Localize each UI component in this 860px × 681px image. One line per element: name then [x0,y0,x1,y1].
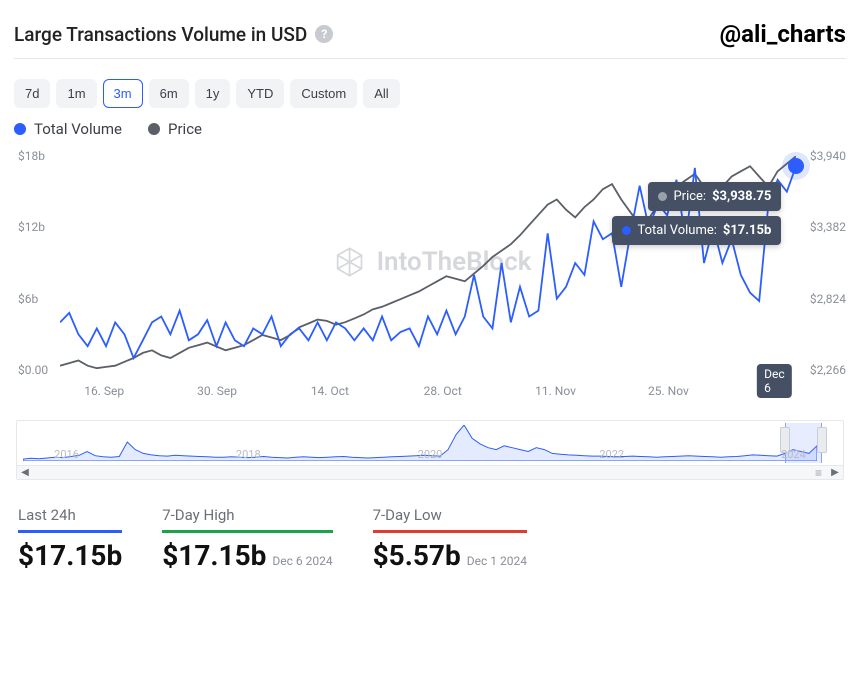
legend-label: Total Volume [34,120,122,138]
range-btn-1y[interactable]: 1y [195,79,231,108]
time-range-group: 7d1m3m6m1yYTDCustomAll [14,79,846,108]
range-btn-all[interactable]: All [363,79,399,108]
tooltip-dot-icon [622,226,631,235]
plot-area[interactable]: Price: $3,938.75 Total Volume: $17.15b [60,156,796,370]
range-btn-1m[interactable]: 1m [56,79,96,108]
tooltip-price-label: Price: [673,189,706,204]
y-tick: $3,382 [810,220,846,234]
mini-x-tick: 2018 [236,448,261,461]
author-handle: @ali_charts [720,20,846,48]
stat-value: $17.15b [18,539,122,572]
page-title: Large Transactions Volume in USD [14,23,307,46]
range-btn-custom[interactable]: Custom [290,79,357,108]
y-axis-left: $0.00$6b$12b$18b [18,156,58,370]
stat-date: Dec 6 2024 [272,554,332,568]
header: Large Transactions Volume in USD ? @ali_… [14,20,846,59]
stat-value: $17.15b [162,539,266,572]
range-btn-7d[interactable]: 7d [14,79,50,108]
mini-x-tick: 2020 [418,448,443,461]
scroll-grip-icon[interactable]: ≡ [815,466,823,480]
y-tick: $6b [18,292,38,306]
legend-label: Price [168,120,202,138]
stat-label: 7-Day High [162,506,332,533]
stat-label: 7-Day Low [373,506,527,533]
y-tick: $3,940 [810,149,846,163]
mini-timeline[interactable]: ◀ ≡ ▶ 2016 2018 2020 2022 2024 [16,420,844,480]
x-tick: 16. Sep [84,384,124,398]
stats-row: Last 24h $17.15b 7-Day High $17.15b Dec 6 20… [14,506,846,572]
x-axis: 16. Sep 30. Sep 14. Oct 28. Oct 11. Nov 25. N… [60,376,796,398]
tooltip-price: Price: $3,938.75 [648,182,781,211]
x-tick-current: Dec 6 [757,364,792,398]
y-tick: $18b [18,149,45,163]
legend: Total Volume Price [14,120,846,138]
legend-item[interactable]: Price [148,120,202,138]
range-btn-6m[interactable]: 6m [149,79,189,108]
mini-x-tick: 2024 [781,448,806,461]
mini-scrollbar[interactable]: ◀ ≡ ▶ [17,465,843,479]
x-tick: 28. Oct [424,384,462,398]
tooltip-volume-label: Total Volume: [637,223,716,238]
help-icon[interactable]: ? [315,25,333,43]
tooltip-volume-value: $17.15b [723,223,771,238]
stat-date: Dec 1 2024 [467,554,527,568]
scroll-left-icon[interactable]: ◀ [17,466,33,480]
y-tick: $12b [18,220,45,234]
tooltip-volume: Total Volume: $17.15b [612,216,781,245]
range-btn-3m[interactable]: 3m [103,79,143,108]
stat-label: Last 24h [18,506,122,533]
x-tick: 30. Sep [197,384,237,398]
tooltip-price-value: $3,938.75 [712,189,771,204]
stat-block: Last 24h $17.15b [18,506,122,572]
tooltip-dot-icon [658,192,667,201]
mini-handle-right[interactable] [817,427,827,453]
stat-block: 7-Day High $17.15b Dec 6 2024 [162,506,332,572]
y-tick: $0.00 [18,363,48,377]
scroll-right-icon[interactable]: ▶ [827,466,843,480]
legend-dot-icon [14,123,26,135]
y-axis-right: $2,266$2,824$3,382$3,940 [798,156,846,370]
legend-item[interactable]: Total Volume [14,120,122,138]
x-tick: 11. Nov [535,384,576,398]
mini-x-tick: 2016 [54,448,79,461]
series-end-marker [788,158,804,174]
y-tick: $2,266 [810,363,846,377]
mini-x-tick: 2022 [599,448,624,461]
x-tick: 14. Oct [311,384,349,398]
y-tick: $2,824 [810,292,846,306]
main-chart: IntoTheBlock $0.00$6b$12b$18b $2,266$2,8… [18,156,846,398]
x-tick: 25. Nov [648,384,689,398]
stat-block: 7-Day Low $5.57b Dec 1 2024 [373,506,527,572]
legend-dot-icon [148,123,160,135]
stat-value: $5.57b [373,539,461,572]
range-btn-ytd[interactable]: YTD [236,79,284,108]
